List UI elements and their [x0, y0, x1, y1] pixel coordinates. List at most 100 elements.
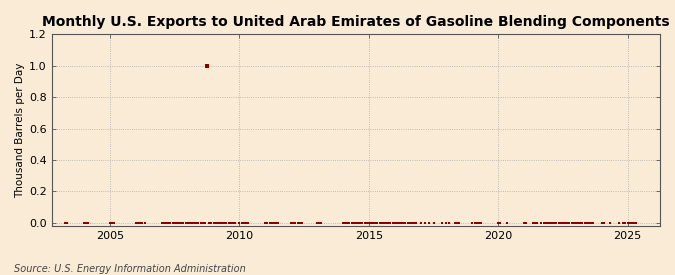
Point [189, 221, 200, 225]
Point [419, 221, 430, 225]
Point [59, 221, 70, 225]
Point [109, 221, 119, 225]
Point [368, 221, 379, 225]
Point [538, 221, 549, 225]
Point [193, 221, 204, 225]
Point [202, 64, 213, 68]
Point [402, 221, 413, 225]
Point [79, 221, 90, 225]
Point [622, 221, 633, 225]
Point [206, 221, 217, 225]
Point [197, 221, 208, 225]
Point [374, 221, 385, 225]
Point [437, 221, 448, 225]
Point [424, 221, 435, 225]
Point [182, 221, 193, 225]
Point [230, 221, 240, 225]
Point [452, 221, 462, 225]
Point [631, 221, 642, 225]
Point [370, 221, 381, 225]
Point [357, 221, 368, 225]
Point [238, 221, 249, 225]
Point [614, 221, 624, 225]
Point [346, 221, 357, 225]
Point [139, 221, 150, 225]
Point [262, 221, 273, 225]
Point [191, 221, 202, 225]
Point [564, 221, 575, 225]
Point [163, 221, 173, 225]
Point [618, 221, 628, 225]
Point [554, 221, 564, 225]
Point [404, 221, 415, 225]
Point [467, 221, 478, 225]
Point [165, 221, 176, 225]
Point [171, 221, 182, 225]
Point [159, 221, 169, 225]
Point [558, 221, 568, 225]
Point [184, 221, 195, 225]
Point [476, 221, 487, 225]
Point [570, 221, 581, 225]
Y-axis label: Thousand Barrels per Day: Thousand Barrels per Day [15, 62, 25, 198]
Point [292, 221, 303, 225]
Point [178, 221, 189, 225]
Point [441, 221, 452, 225]
Point [454, 221, 465, 225]
Point [135, 221, 146, 225]
Point [200, 221, 211, 225]
Point [415, 221, 426, 225]
Point [211, 221, 221, 225]
Point [213, 221, 223, 225]
Point [296, 221, 307, 225]
Point [473, 221, 484, 225]
Point [361, 221, 372, 225]
Point [471, 221, 482, 225]
Point [355, 221, 366, 225]
Point [180, 221, 191, 225]
Point [493, 221, 504, 225]
Point [411, 221, 422, 225]
Point [294, 221, 305, 225]
Point [81, 221, 92, 225]
Point [161, 221, 171, 225]
Point [581, 221, 592, 225]
Point [586, 221, 597, 225]
Point [169, 221, 180, 225]
Point [130, 221, 141, 225]
Point [342, 221, 352, 225]
Point [133, 221, 144, 225]
Point [577, 221, 588, 225]
Point [359, 221, 370, 225]
Point [176, 221, 186, 225]
Point [572, 221, 583, 225]
Point [400, 221, 411, 225]
Point [83, 221, 94, 225]
Point [394, 221, 404, 225]
Point [562, 221, 572, 225]
Point [428, 221, 439, 225]
Point [264, 221, 275, 225]
Point [316, 221, 327, 225]
Point [529, 221, 540, 225]
Point [597, 221, 608, 225]
Point [208, 221, 219, 225]
Point [363, 221, 374, 225]
Point [583, 221, 594, 225]
Point [267, 221, 277, 225]
Point [204, 221, 215, 225]
Point [186, 221, 197, 225]
Point [527, 221, 538, 225]
Point [314, 221, 325, 225]
Point [532, 221, 543, 225]
Point [518, 221, 529, 225]
Point [173, 221, 184, 225]
Point [469, 221, 480, 225]
Point [536, 221, 547, 225]
Point [398, 221, 409, 225]
Point [521, 221, 532, 225]
Point [215, 221, 225, 225]
Point [385, 221, 396, 225]
Point [450, 221, 460, 225]
Point [575, 221, 586, 225]
